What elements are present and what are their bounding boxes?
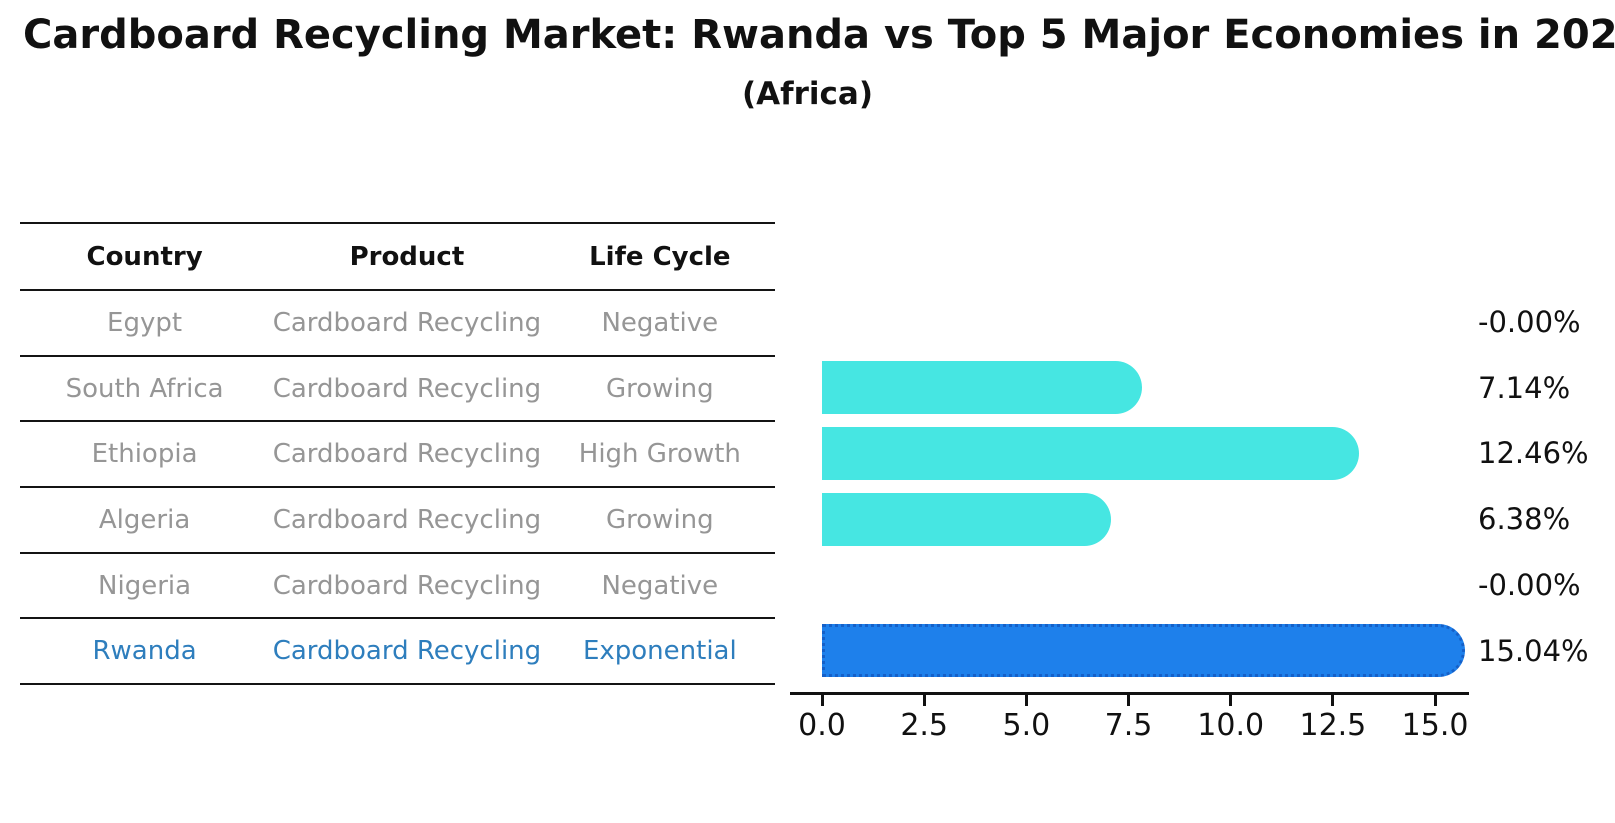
country-cell: Nigeria: [98, 570, 192, 601]
country-cell: South Africa: [65, 373, 224, 404]
value-label: -0.00%: [1478, 567, 1581, 602]
column-header-product: Product: [349, 241, 465, 272]
country-cell: Rwanda: [92, 636, 197, 667]
x-tick: [922, 692, 926, 706]
bar-algeria: [822, 492, 1111, 546]
x-tick: [1229, 692, 1233, 706]
table-row-nigeria: Nigeria Cardboard Recycling Negative: [20, 554, 775, 620]
product-cell: Cardboard Recycling: [272, 636, 542, 667]
x-tick-label: 5.0: [1002, 708, 1051, 743]
product-cell: Cardboard Recycling: [272, 307, 542, 338]
table-header-row: Country Product Life Cycle: [20, 224, 775, 291]
country-table: Country Product Life Cycle Egypt Cardboa…: [20, 222, 775, 686]
product-cell: Cardboard Recycling: [272, 504, 542, 535]
x-tick-label: 7.5: [1104, 708, 1153, 743]
chart-title: Cardboard Recycling Market: Rwanda vs To…: [23, 12, 1615, 58]
life-cycle-cell: Negative: [601, 570, 719, 601]
x-tick-label: 0.0: [798, 708, 846, 743]
life-cycle-cell: Negative: [601, 307, 719, 338]
x-tick-label: 15.0: [1401, 708, 1469, 743]
bar-south-africa: [822, 361, 1142, 415]
table-row-ethiopia: Ethiopia Cardboard Recycling High Growth: [20, 422, 775, 489]
product-cell: Cardboard Recycling: [272, 570, 542, 601]
value-label: -0.00%: [1478, 305, 1581, 339]
x-tick: [1331, 692, 1335, 706]
x-tick-label: 10.0: [1197, 708, 1265, 743]
value-label: 12.46%: [1478, 436, 1589, 471]
product-cell: Cardboard Recycling: [272, 373, 542, 404]
value-label: 15.04%: [1478, 633, 1589, 668]
x-axis: [790, 692, 1469, 695]
x-tick: [1433, 692, 1437, 706]
table-row-egypt: Egypt Cardboard Recycling Negative: [20, 291, 775, 357]
table-row-algeria: Algeria Cardboard Recycling Growing: [20, 488, 775, 554]
product-cell: Cardboard Recycling: [272, 439, 542, 470]
life-cycle-cell: Growing: [606, 373, 714, 404]
country-cell: Ethiopia: [91, 439, 198, 470]
x-tick-label: 2.5: [900, 708, 949, 743]
x-tick-label: 12.5: [1299, 708, 1367, 743]
country-cell: Algeria: [98, 504, 191, 535]
life-cycle-cell: Growing: [606, 504, 714, 535]
x-tick: [1024, 692, 1028, 706]
life-cycle-cell: High Growth: [578, 439, 741, 470]
chart-subtitle: (Africa): [741, 76, 874, 112]
column-header-life-cycle: Life Cycle: [589, 241, 731, 272]
country-cell: Egypt: [107, 307, 183, 338]
table-row-south-africa: South Africa Cardboard Recycling Growing: [20, 357, 775, 423]
bar-rwanda-highlight: [822, 624, 1465, 677]
column-header-country: Country: [86, 241, 203, 272]
value-label: 6.38%: [1478, 502, 1571, 537]
value-label: 7.14%: [1478, 370, 1571, 405]
x-tick: [820, 692, 824, 706]
bar-ethiopia: [822, 426, 1360, 480]
life-cycle-cell: Exponential: [582, 636, 737, 667]
x-tick: [1127, 692, 1131, 706]
table-row-rwanda: Rwanda Cardboard Recycling Exponential: [20, 619, 775, 686]
